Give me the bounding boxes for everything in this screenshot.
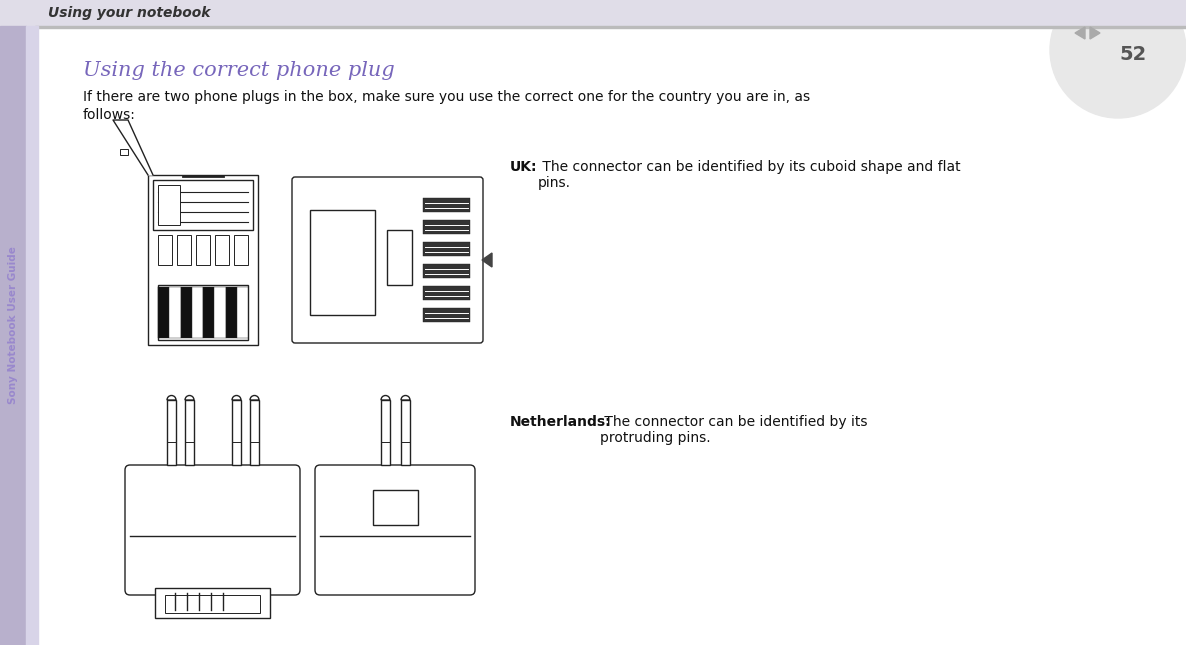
Bar	[170, 287, 180, 338]
Bar	[310, 210, 375, 315]
Text: Using your notebook: Using your notebook	[47, 6, 210, 20]
Text: Using the correct phone plug: Using the correct phone plug	[83, 61, 395, 81]
Circle shape	[1050, 0, 1186, 118]
Text: UK:: UK:	[510, 160, 537, 174]
Bar	[153, 180, 253, 230]
FancyBboxPatch shape	[292, 177, 483, 343]
Bar	[158, 287, 170, 338]
Bar	[26, 26, 38, 645]
Bar	[374, 490, 417, 525]
Bar	[148, 175, 259, 345]
Wedge shape	[401, 395, 410, 400]
Bar	[423, 242, 470, 256]
Bar	[401, 400, 410, 465]
FancyBboxPatch shape	[315, 465, 476, 595]
Bar	[423, 220, 470, 234]
Bar	[423, 308, 470, 322]
Bar	[215, 235, 229, 265]
Polygon shape	[1090, 27, 1099, 39]
Text: 52: 52	[1120, 46, 1147, 64]
Bar	[225, 287, 237, 338]
Bar	[203, 287, 215, 338]
FancyBboxPatch shape	[125, 465, 300, 595]
Bar	[192, 287, 203, 338]
Bar	[250, 400, 259, 465]
Bar	[0, 26, 26, 645]
Bar	[167, 400, 176, 465]
Wedge shape	[185, 395, 195, 400]
Text: follows:: follows:	[83, 108, 136, 122]
Wedge shape	[381, 395, 390, 400]
Wedge shape	[250, 395, 259, 400]
Text: The connector can be identified by its
protruding pins.: The connector can be identified by its p…	[600, 415, 867, 445]
Wedge shape	[167, 395, 176, 400]
Text: Sony Notebook User Guide: Sony Notebook User Guide	[8, 246, 18, 404]
Wedge shape	[232, 395, 241, 400]
Bar	[232, 400, 241, 465]
Bar	[215, 287, 225, 338]
Bar	[196, 235, 210, 265]
Bar	[36, 26, 1186, 28]
Bar	[423, 264, 470, 278]
Text: The connector can be identified by its cuboid shape and flat
pins.: The connector can be identified by its c…	[538, 160, 961, 190]
Bar	[158, 285, 248, 340]
Polygon shape	[1075, 27, 1085, 39]
Bar	[381, 400, 390, 465]
Bar	[120, 149, 128, 155]
Bar	[180, 287, 192, 338]
Text: Netherlands:: Netherlands:	[510, 415, 612, 429]
Bar	[158, 185, 180, 225]
Bar	[158, 235, 172, 265]
Bar	[165, 595, 260, 613]
Polygon shape	[113, 120, 153, 175]
Bar	[423, 198, 470, 212]
Polygon shape	[482, 253, 492, 267]
Bar	[387, 230, 412, 285]
Text: If there are two phone plugs in the box, make sure you use the correct one for t: If there are two phone plugs in the box,…	[83, 90, 810, 104]
Bar	[185, 400, 195, 465]
Bar	[237, 287, 248, 338]
Bar	[423, 286, 470, 300]
Bar	[155, 588, 270, 618]
Bar	[177, 235, 191, 265]
Bar	[0, 0, 1186, 26]
Bar	[234, 235, 248, 265]
